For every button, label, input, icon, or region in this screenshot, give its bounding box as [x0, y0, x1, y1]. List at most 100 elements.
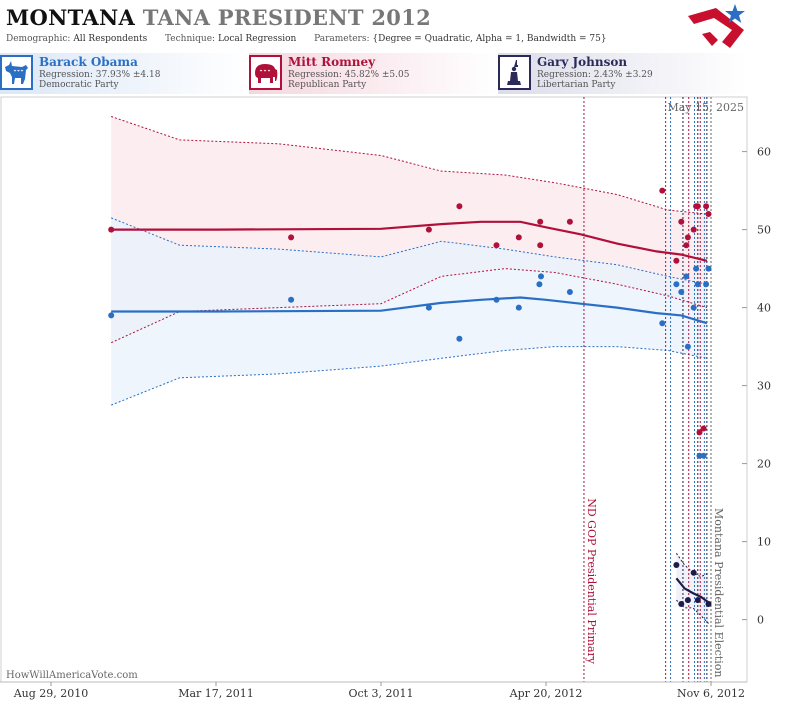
demographic-label: Demographic:	[6, 34, 71, 44]
elephant-icon	[249, 55, 282, 90]
trend-lines	[111, 220, 710, 604]
legend-item-johnson[interactable]: Gary Johnson Regression: 2.43% ±3.29 Lib…	[498, 53, 746, 94]
trend-line	[675, 577, 710, 604]
candidate-name: Mitt Romney	[288, 55, 376, 69]
data-point	[703, 203, 710, 210]
confidence-bands	[110, 116, 709, 624]
data-point	[690, 304, 697, 311]
party-name: Republican Party	[288, 80, 367, 90]
data-point	[515, 304, 522, 311]
y-tick-label: 60	[757, 146, 771, 159]
data-point	[700, 452, 707, 459]
data-point	[696, 429, 703, 436]
data-point	[705, 265, 712, 272]
data-point	[678, 601, 685, 607]
candidate-name: Gary Johnson	[537, 55, 628, 69]
x-tick-label: Mar 17, 2011	[178, 687, 254, 700]
data-point	[700, 425, 707, 432]
data-point	[659, 320, 666, 327]
data-point	[683, 273, 690, 280]
regression-value: Regression: 2.43% ±3.29	[537, 70, 653, 80]
data-point	[690, 226, 697, 233]
site-logo-icon	[688, 4, 745, 48]
data-point	[288, 234, 295, 241]
band-lower-line	[111, 346, 707, 406]
party-name: Libertarian Party	[537, 80, 616, 90]
statue-of-liberty-icon	[498, 55, 531, 90]
poll-points	[108, 187, 712, 607]
trend-line	[111, 220, 708, 262]
data-point	[493, 296, 500, 303]
data-point	[425, 226, 432, 233]
data-point	[684, 343, 691, 350]
data-point	[673, 562, 680, 568]
event-label: Montana Presidential Election	[712, 508, 725, 677]
data-point	[566, 289, 573, 295]
regression-value: Regression: 45.82% ±5.05	[288, 70, 410, 80]
x-tick-label: Oct 3, 2011	[348, 687, 413, 700]
credit-text: HowWillAmericaVote.com	[6, 670, 138, 681]
data-point	[108, 312, 115, 319]
parameters-label: Parameters:	[314, 34, 370, 44]
data-point	[538, 273, 544, 280]
data-point	[566, 218, 573, 225]
data-point	[684, 597, 691, 604]
data-point	[705, 211, 712, 217]
y-tick-label: 30	[757, 380, 771, 393]
parameters-line: Demographic: All Respondents Technique: …	[6, 34, 607, 44]
data-point	[536, 281, 543, 288]
parameters-value: {Degree = Quadratic, Alpha = 1, Bandwidt…	[372, 34, 607, 44]
confidence-band	[676, 553, 709, 624]
data-point	[678, 289, 685, 295]
data-point	[537, 242, 544, 249]
party-name: Democratic Party	[39, 80, 119, 90]
y-tick-label: 0	[757, 614, 764, 627]
technique-value: Local Regression	[217, 34, 297, 44]
y-tick-label: 10	[757, 536, 771, 549]
data-point	[705, 601, 712, 607]
data-point	[693, 265, 700, 272]
band-upper-line	[111, 217, 707, 285]
data-point	[694, 203, 701, 210]
data-point	[537, 218, 544, 225]
data-point	[425, 304, 432, 311]
regression-value: Regression: 37.93% ±4.18	[39, 70, 161, 80]
donkey-icon	[0, 55, 33, 90]
band-lower-line	[110, 268, 708, 344]
data-point	[683, 242, 690, 249]
title-rest: TANA PRESIDENT 2012	[142, 5, 432, 30]
data-point	[108, 226, 115, 233]
chart-header: MONTANA TANA PRESIDENT 2012 Demographic:…	[0, 0, 789, 50]
legend-item-obama[interactable]: Barack Obama Regression: 37.93% ±4.18 De…	[0, 53, 248, 94]
data-point	[456, 203, 463, 210]
confidence-band	[111, 217, 707, 406]
demographic-value: All Respondents	[73, 34, 148, 44]
data-point	[694, 281, 701, 288]
trend-line	[111, 296, 708, 325]
event-label: ND GOP Presidential Primary	[585, 498, 598, 665]
data-point	[703, 281, 710, 288]
y-tick-label: 40	[757, 302, 771, 315]
y-tick-label: 20	[757, 458, 771, 471]
title-state: MONTANA	[6, 5, 136, 30]
technique-label: Technique:	[165, 34, 216, 44]
data-point	[659, 187, 666, 194]
band-upper-line	[111, 116, 707, 215]
x-tick-label: Apr 20, 2012	[509, 687, 583, 700]
candidate-legend: Barack Obama Regression: 37.93% ±4.18 De…	[0, 53, 789, 94]
data-point	[456, 335, 463, 342]
data-point	[694, 597, 701, 604]
x-tick-label: Aug 29, 2010	[13, 687, 89, 700]
data-point	[673, 257, 680, 264]
x-axis: Aug 29, 2010 Mar 17, 2011 Oct 3, 2011 Apr 2…	[0, 681, 747, 700]
data-point	[690, 569, 697, 576]
date-note: May 15, 2025	[667, 101, 744, 114]
event-lines: ND GOP Presidential Primary Montana Presi…	[583, 97, 725, 682]
data-point	[288, 296, 295, 303]
data-point	[678, 218, 685, 225]
data-point	[493, 242, 500, 249]
x-tick-label: Nov 6, 2012	[677, 687, 745, 700]
legend-item-romney[interactable]: Mitt Romney Regression: 45.82% ±5.05 Rep…	[249, 53, 497, 94]
y-axis: 0 10 20 30 40 50 60	[742, 146, 771, 627]
